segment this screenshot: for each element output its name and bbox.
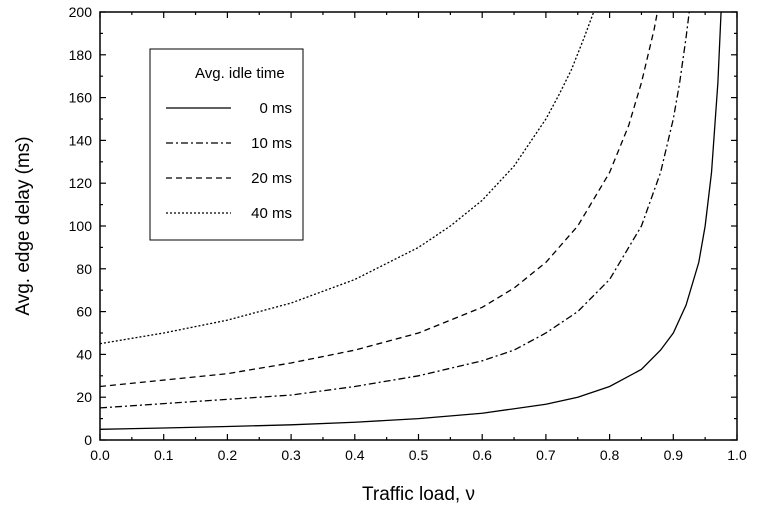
x-tick-label-7: 0.7 — [536, 447, 556, 463]
y-tick-label-0: 0 — [84, 432, 92, 448]
x-tick-label-10: 1.0 — [727, 447, 747, 463]
y-tick-label-1: 20 — [76, 389, 92, 405]
x-tick-label-2: 0.2 — [218, 447, 238, 463]
x-tick-label-0: 0.0 — [90, 447, 110, 463]
y-tick-label-3: 60 — [76, 304, 92, 320]
legend-label-1: 10 ms — [251, 135, 292, 152]
legend-label-2: 20 ms — [251, 170, 292, 187]
y-axis-label: Avg. edge delay (ms) — [13, 136, 34, 315]
y-tick-label-10: 200 — [69, 4, 93, 20]
series-layer — [100, 12, 722, 430]
legend-label-0: 0 ms — [259, 100, 292, 117]
legend-box — [149, 48, 304, 241]
x-axis-label: Traffic load, ν — [362, 484, 475, 505]
y-tick-label-2: 40 — [76, 346, 92, 362]
legend: Avg. idle time 0 ms 10 ms 20 ms 40 ms — [149, 48, 304, 241]
x-tick-label-5: 0.5 — [409, 447, 429, 463]
series-line-1 — [100, 12, 690, 409]
x-tick-label-4: 0.4 — [345, 447, 365, 463]
x-tick-label-3: 0.3 — [281, 447, 301, 463]
legend-title: Avg. idle time — [195, 65, 285, 82]
y-tick-label-7: 140 — [69, 132, 93, 148]
x-tick-label-9: 0.9 — [664, 447, 684, 463]
ticks-layer: 0.0 0.1 0.2 0.3 0.4 0.5 0.6 0.7 0.8 0.9 1.0 0 20 40 60… — [69, 4, 747, 463]
series-line-3 — [100, 12, 595, 345]
x-tick-label-8: 0.8 — [600, 447, 620, 463]
series-line-2 — [100, 12, 659, 388]
y-tick-label-8: 160 — [69, 90, 93, 106]
y-tick-label-5: 100 — [69, 218, 93, 234]
legend-label-3: 40 ms — [251, 205, 292, 222]
series-line-0 — [100, 12, 722, 430]
x-tick-label-1: 0.1 — [154, 447, 174, 463]
y-tick-label-9: 180 — [69, 47, 93, 63]
x-tick-label-6: 0.6 — [472, 447, 492, 463]
legend-entries: 0 ms 10 ms 20 ms 40 ms — [166, 100, 292, 222]
y-tick-label-4: 80 — [76, 261, 92, 277]
y-tick-label-6: 120 — [69, 175, 93, 191]
